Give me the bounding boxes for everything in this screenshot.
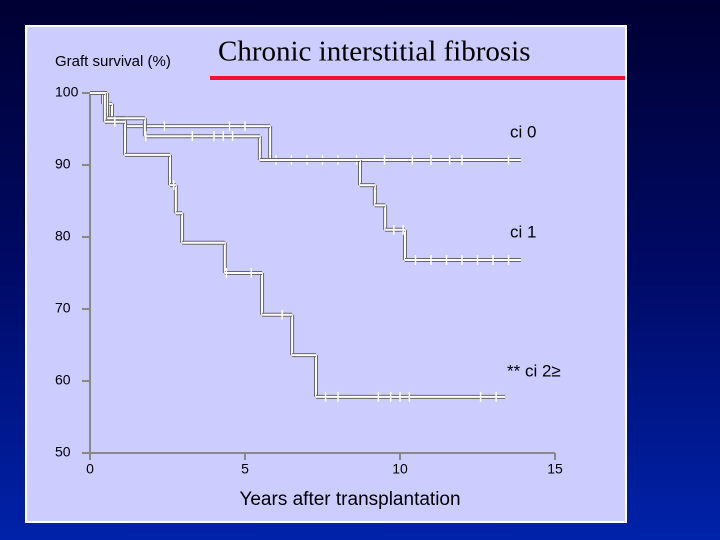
y-tick-label: 70	[55, 300, 71, 316]
y-axis-label: Graft survival (%)	[55, 53, 171, 70]
x-tick-label: 5	[241, 461, 249, 477]
x-tick-label: 15	[547, 461, 563, 477]
panel	[25, 25, 627, 523]
series-label: ci 1	[510, 222, 536, 241]
series-label: ci 0	[510, 122, 536, 141]
chart-title: Chronic interstitial fibrosis	[218, 36, 531, 68]
y-tick-label: 60	[55, 372, 71, 388]
y-tick-label: 100	[55, 84, 79, 100]
y-tick-label: 90	[55, 156, 71, 172]
y-tick-label: 50	[55, 444, 71, 460]
x-axis-label: Years after transplantation	[239, 489, 460, 510]
x-tick-label: 10	[392, 461, 408, 477]
y-tick-label: 80	[55, 228, 71, 244]
series-label: ** ci 2≥	[507, 361, 561, 380]
x-tick-label: 0	[86, 461, 94, 477]
